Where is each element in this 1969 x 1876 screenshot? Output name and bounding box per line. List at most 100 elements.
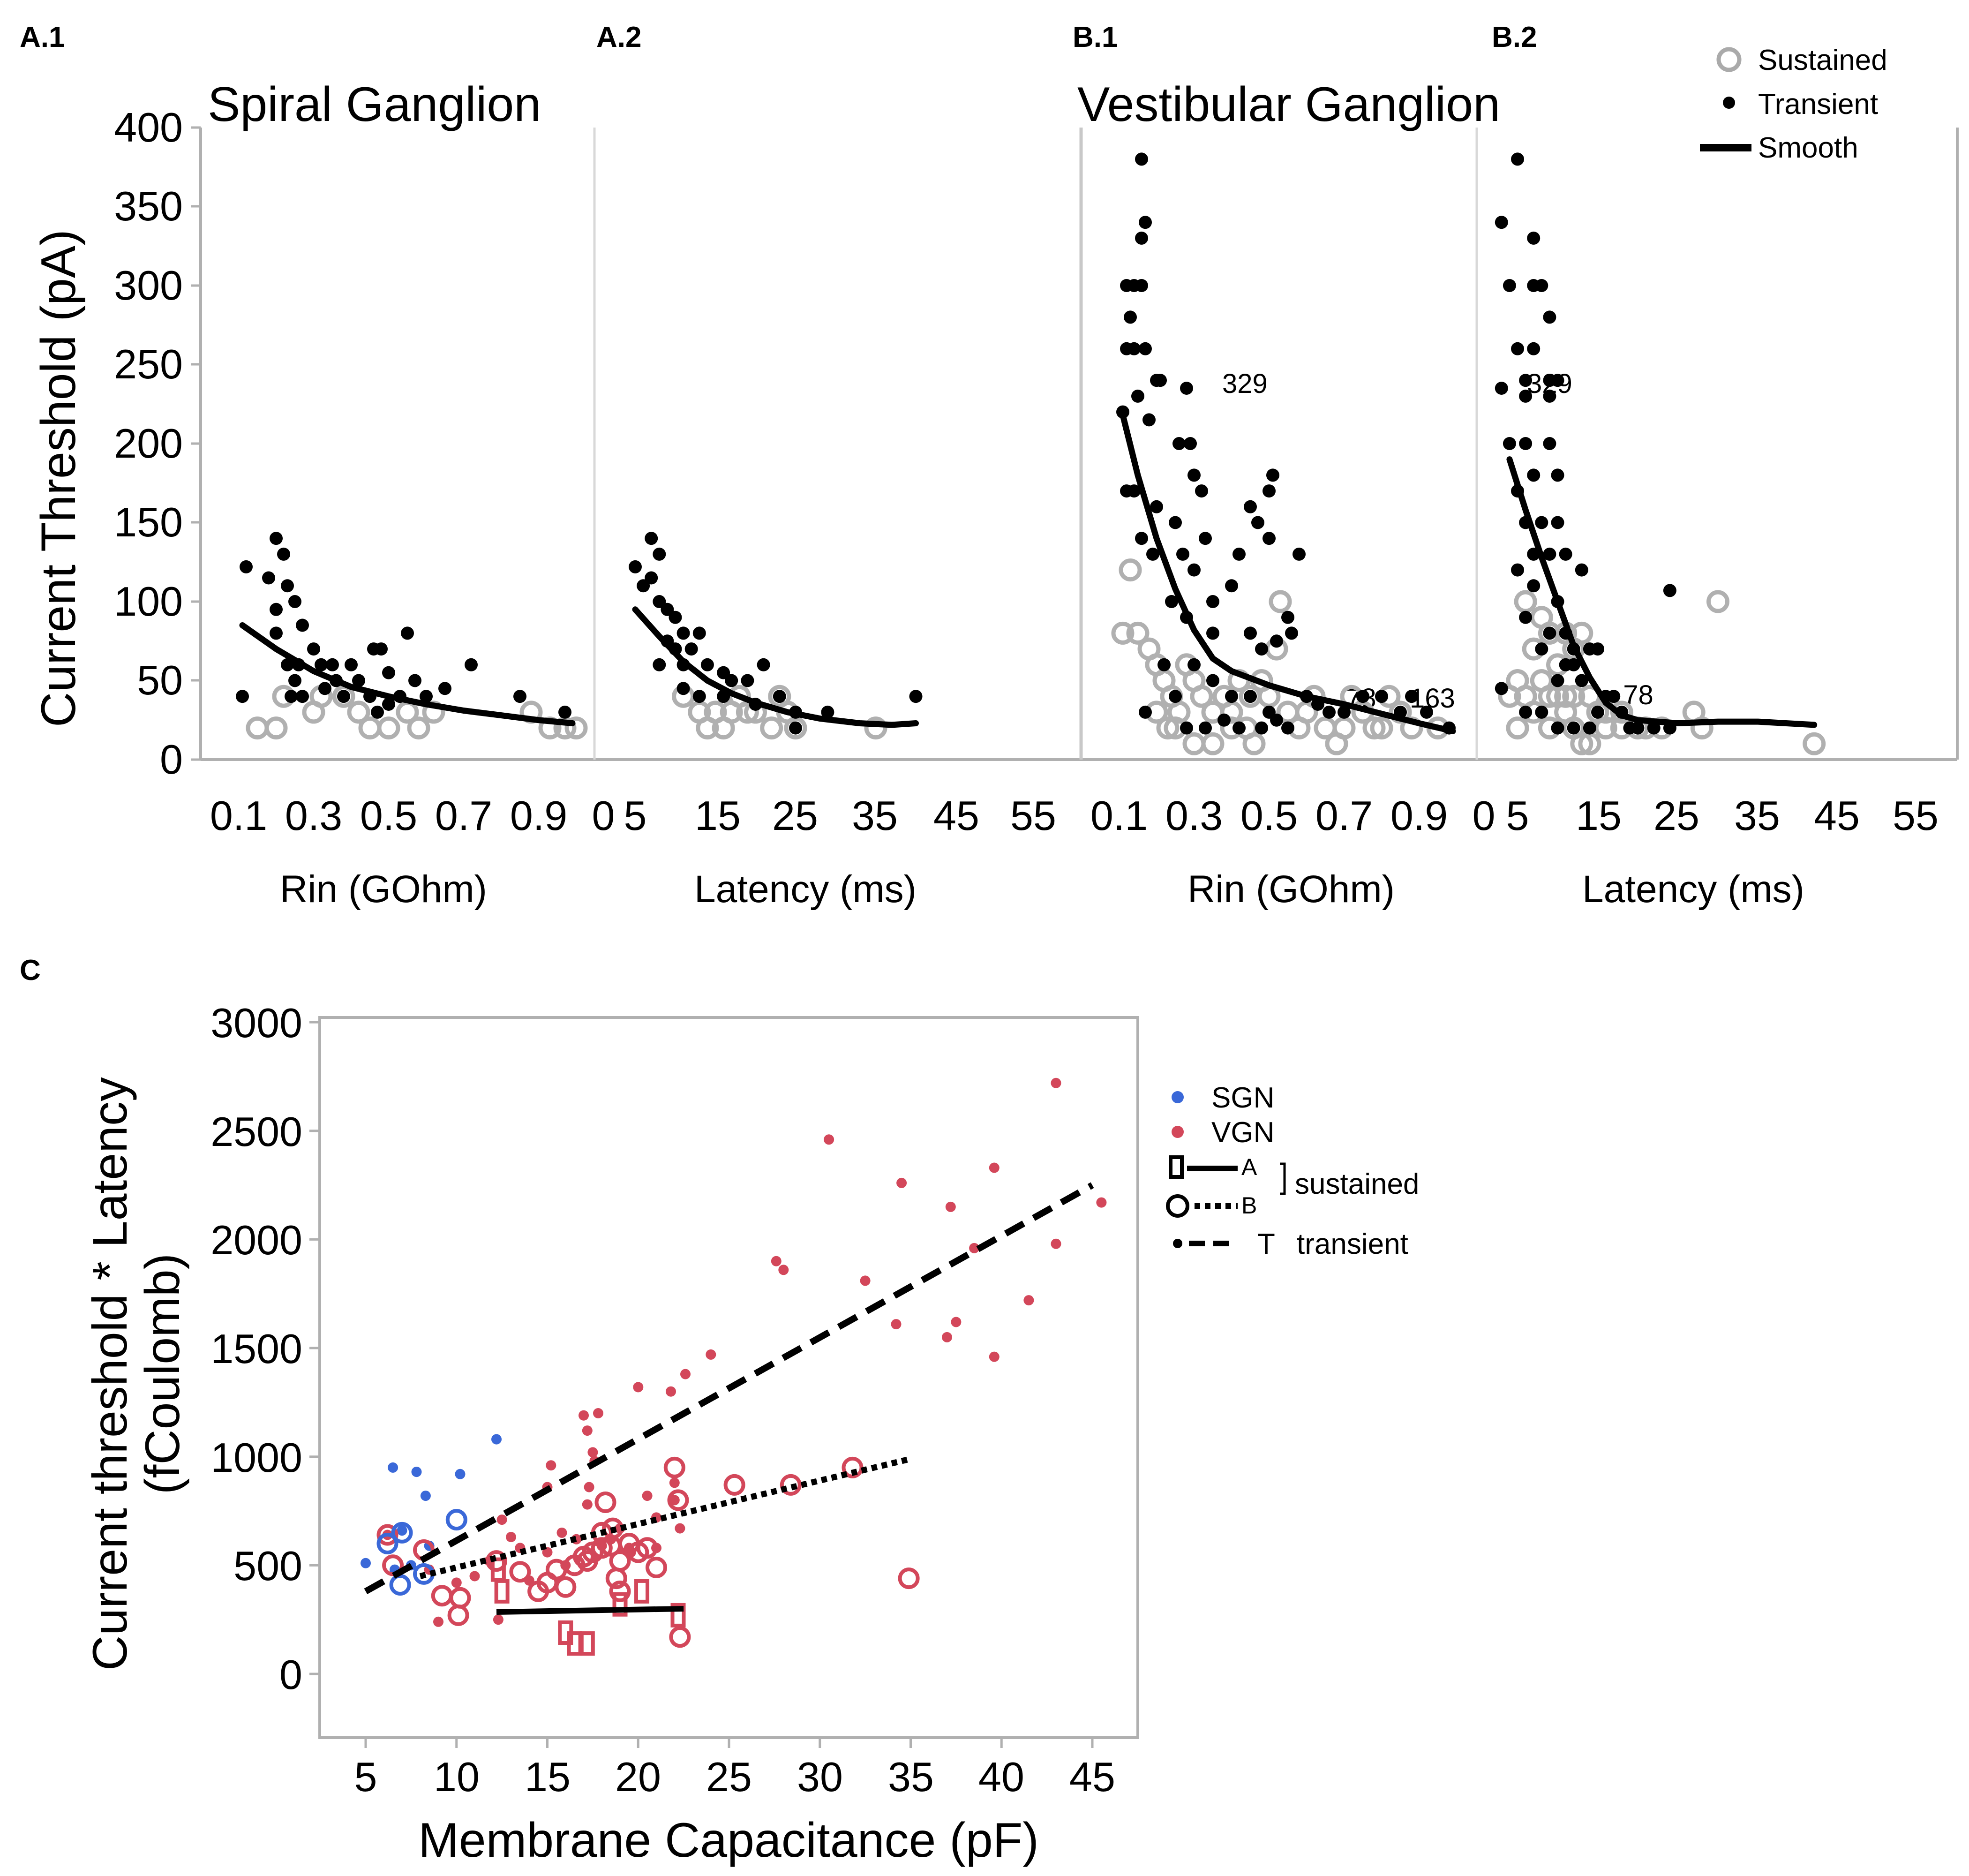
transient-point-b1-9 (1139, 342, 1152, 355)
transient-point-b2-39 (1551, 674, 1564, 687)
transient-point-b1-11 (1154, 374, 1167, 387)
vgn-transient-point-27 (633, 1382, 644, 1393)
vgn-b-point-10 (555, 1576, 577, 1598)
transient-point-b1-2 (1139, 216, 1152, 229)
vgn-transient-point-11 (556, 1527, 567, 1538)
vgn-transient-point-31 (666, 1386, 676, 1397)
vgn-a-point-3 (579, 1631, 595, 1656)
legend-sgn-label: SGN (1211, 1082, 1274, 1114)
transient-point-a1-9 (270, 626, 283, 640)
legend-transient-c-label: transient (1297, 1228, 1408, 1260)
vgn-transient-point-16 (582, 1425, 593, 1436)
y-tick-top-100: 100 (114, 578, 183, 625)
sustained-point-b2-34 (1610, 701, 1633, 724)
vgn-transient-point-35 (680, 1369, 691, 1379)
smooth-curve-a2 (632, 606, 919, 728)
transient-point-b1-21 (1146, 547, 1159, 561)
legend-vgn-label: VGN (1211, 1116, 1274, 1149)
transient-point-b2-18 (1527, 468, 1541, 482)
transient-point-b1-47 (1206, 674, 1219, 687)
sustained-point-b2-3 (1538, 621, 1561, 645)
vgn-b-point-4 (449, 1587, 471, 1609)
transient-point-b2-14 (1543, 389, 1556, 403)
vgn-a-point-2 (567, 1631, 582, 1656)
legend-sustained-marker (1716, 47, 1742, 72)
vgn-b-point-24 (646, 1557, 667, 1578)
transient-point-a1-17 (326, 658, 339, 671)
sgn-transient-point-2 (411, 1467, 422, 1477)
legend-smooth-label: Smooth (1758, 132, 1858, 164)
transient-point-b2-9 (1519, 374, 1533, 387)
y-axis-label-top: Current Threshold (pA) (31, 229, 86, 727)
y-tick-top-400: 400 (114, 104, 183, 151)
transient-point-b2-11 (1551, 374, 1564, 387)
vgn-b-point-9 (545, 1559, 567, 1581)
transient-point-a1-2 (262, 571, 275, 585)
transient-point-a1-28 (382, 698, 395, 711)
vgn-b-point-33 (576, 1550, 598, 1572)
transient-point-a1-7 (288, 595, 301, 608)
sgn-b-point-1 (391, 1522, 413, 1544)
sustained-point-a1-1 (264, 716, 288, 740)
transient-point-b1-67 (1157, 658, 1171, 671)
x-tick-c-35: 35 (888, 1754, 934, 1800)
vgn-transient-point-6 (506, 1532, 516, 1543)
x-tick-a2-6: 55 (1010, 792, 1056, 839)
vgn-transient-point-41 (891, 1319, 902, 1330)
x-tick-b2-3: 25 (1653, 792, 1699, 839)
sustained-point-b2-13 (1506, 716, 1529, 740)
x-tick-b1-4: 0.9 (1390, 792, 1448, 839)
sustained-point-b1-28 (1370, 716, 1393, 740)
vgn-transient-point-2 (469, 1571, 480, 1582)
transient-point-b1-53 (1255, 721, 1268, 735)
transient-point-a2-28 (653, 658, 666, 671)
sustained-point-b2-32 (1554, 701, 1578, 724)
sgn-transient-point-3 (420, 1491, 431, 1501)
sustained-point-b2-29 (1803, 732, 1826, 755)
transient-point-b2-8 (1543, 310, 1556, 324)
sustained-point-b2-0 (1514, 590, 1537, 613)
vgn-transient-point-37 (771, 1256, 782, 1266)
transient-point-b1-59 (1356, 690, 1369, 703)
transient-point-b1-32 (1206, 626, 1219, 640)
transient-point-b2-46 (1591, 705, 1604, 719)
legend-sgn-marker (1172, 1091, 1184, 1103)
sgn-b-point-4 (389, 1574, 411, 1596)
fit-line-b-sustained (419, 1456, 912, 1579)
x-tick-a2-0: 0 (592, 792, 615, 839)
transient-point-a1-34 (465, 658, 478, 671)
transient-point-b2-0 (1511, 152, 1524, 166)
transient-point-a1-26 (382, 666, 395, 679)
y-tick-c-1000: 1000 (210, 1434, 302, 1481)
x-tick-b1-3: 0.7 (1315, 792, 1373, 839)
panel-label-a1: A.1 (20, 21, 65, 53)
transient-point-a2-4 (637, 579, 650, 593)
x-axis-label-c: Membrane Capacitance (pF) (418, 1813, 1039, 1868)
transient-point-b2-1 (1495, 216, 1508, 229)
x-tick-b1-0: 0.1 (1090, 792, 1148, 839)
legend-b-marker (1166, 1194, 1189, 1218)
transient-point-b2-56 (1535, 642, 1548, 656)
vgn-transient-point-36 (706, 1349, 716, 1360)
sgn-transient-point-5 (491, 1434, 502, 1445)
sustained-point-a1-15 (564, 716, 588, 740)
x-tick-a1-3: 0.7 (435, 792, 492, 839)
sustained-point-a1-10 (407, 716, 430, 740)
y-tick-top-0: 0 (160, 736, 183, 783)
x-tick-a2-3: 25 (772, 792, 818, 839)
transient-point-a1-1 (236, 690, 249, 703)
transient-point-a1-8 (296, 618, 309, 632)
y-tick-top-300: 300 (114, 262, 183, 309)
vgn-a-point-7 (612, 1592, 628, 1617)
x-tick-a2-2: 15 (695, 792, 741, 839)
sustained-point-b1-42 (1242, 732, 1266, 755)
vgn-transient-point-1 (451, 1577, 462, 1588)
transient-point-b2-55 (1559, 658, 1572, 671)
fit-line-transient (364, 1182, 1094, 1595)
panel-label-a2: A.2 (596, 21, 641, 53)
transient-point-a1-20 (337, 690, 350, 703)
transient-point-b1-41 (1293, 547, 1306, 561)
transient-point-b1-43 (1255, 642, 1268, 656)
sustained-point-b1-33 (1182, 732, 1206, 755)
y-axis-label-c-line1: Current threshold * Latency (83, 1077, 137, 1671)
